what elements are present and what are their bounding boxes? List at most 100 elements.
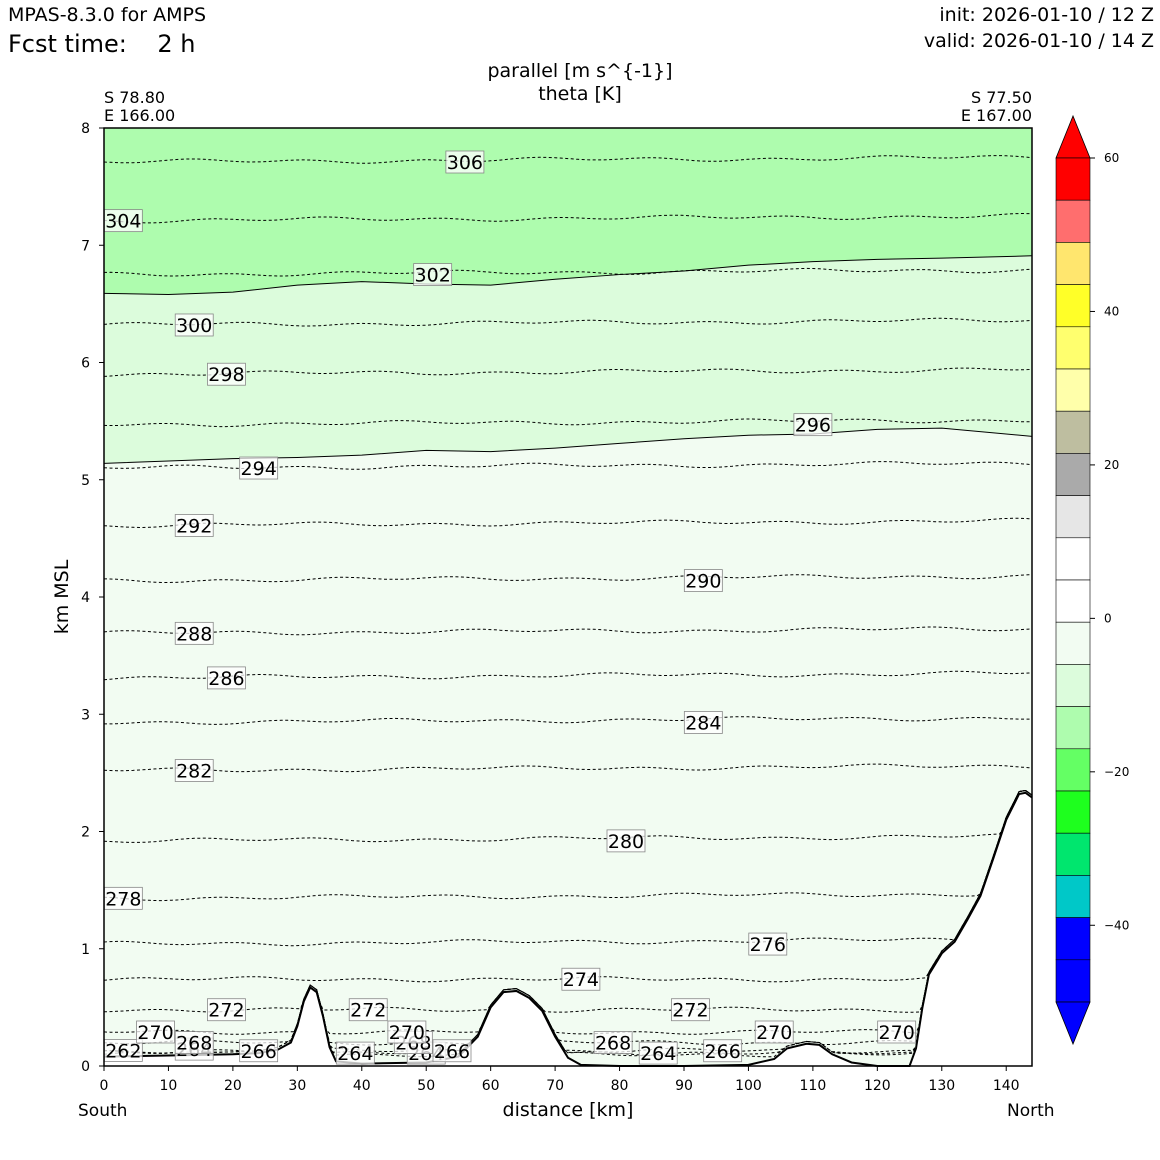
contour-label-box [174,621,214,645]
x-tick-label: 120 [864,1078,891,1094]
colorbar-cell [1055,157,1091,201]
x-tick-label: 140 [993,1078,1020,1094]
contour-label-box [638,1041,678,1065]
colorbar-tick-label: 40 [1104,304,1119,318]
colorbar-cell [1055,917,1091,961]
contour-label-box [683,711,723,734]
left-endpoint-coords: S 78.80 E 166.00 [104,89,175,125]
y-tick-label: 8 [81,121,90,137]
x-tick-label: 0 [100,1078,109,1094]
x-tick-label: 90 [675,1078,693,1094]
contour-label-box [207,362,246,386]
contour-label-box [174,514,214,537]
contour-label: 270 [137,1022,173,1044]
theta-contour-line [103,212,1033,224]
left-endpoint-lon: E 166.00 [104,106,176,125]
contour-label-box [174,313,214,337]
contour-label: 286 [208,668,244,690]
south-end-label: South [78,1101,128,1121]
contour-label: 270 [389,1022,425,1044]
contour-label: 266 [705,1041,741,1063]
contour-label-box [348,998,388,1022]
colorbar-tick-label: 0 [1104,611,1112,625]
contour-label: 266 [434,1041,470,1063]
colorbar-cell [1055,621,1091,665]
x-tick-label: 110 [800,1078,827,1094]
x-tick-label: 100 [735,1078,762,1094]
contour-label-box [174,1031,214,1054]
theta-contour-line [103,367,1033,377]
y-tick-label: 7 [81,238,90,254]
contour-label: 296 [795,415,831,437]
left-endpoint-lat: S 78.80 [104,88,166,107]
colorbar-cell [1055,284,1091,328]
contour-label: 302 [415,265,451,287]
valid-time: valid: 2026-01-10 / 14 Z [923,30,1154,52]
colorbar-cell [1055,959,1091,1003]
theta-contour-line [104,789,1033,1013]
contour-label-box [239,456,279,480]
theta-contour-line [103,789,1033,947]
init-time: init: 2026-01-10 / 12 Z [939,4,1154,26]
theta-contour-line [103,418,1032,428]
x-tick-label: 80 [611,1078,629,1094]
colorbar-cell [1055,790,1091,834]
contour-label-box [703,1039,743,1063]
y-tick-label: 2 [81,825,90,841]
right-endpoint-coords: S 77.50 E 167.00 [961,89,1032,125]
contour-label: 270 [756,1022,792,1044]
chart-title-theta: theta [K] [538,83,622,105]
contour-label-box [207,666,246,690]
contour-label-box [671,998,710,1022]
terrain-outline [103,791,1033,1067]
colorbar-cell [1055,832,1091,876]
y-axis-label: km MSL [51,559,73,635]
contour-label: 282 [176,761,212,783]
contour-label-box [335,1041,375,1065]
contour-label: 262 [105,1040,141,1062]
y-tick-label: 5 [81,473,90,489]
contour-label-box [683,569,723,592]
theta-contour-line [103,763,1033,773]
theta-contour-line [103,789,1033,902]
x-tick-label: 30 [288,1078,306,1094]
theta-contour-line [103,317,1033,327]
model-name: MPAS-8.3.0 for AMPS [8,4,207,26]
y-tick-label: 6 [81,356,90,372]
contour-label: 294 [241,458,277,480]
wind-fill-band-medium [104,128,1032,295]
contour-label-box [593,1031,633,1054]
x-tick-label: 50 [417,1078,435,1094]
theta-contour-line [103,517,1033,528]
colorbar-cell [1055,453,1091,496]
contour-label: 278 [105,888,141,910]
y-tick-label: 4 [81,590,90,606]
colorbar-cell [1055,664,1091,707]
contour-label: 274 [563,969,599,991]
x-tick-label: 60 [482,1078,500,1094]
contour-label-box [239,1039,279,1063]
x-axis-label: distance [km] [502,1099,634,1121]
contour-label: 276 [750,934,786,956]
colorbar-cell [1055,410,1091,454]
colorbar-tick-label: 20 [1104,458,1119,472]
colorbar-cell [1055,706,1091,750]
contour-label-box [432,1039,472,1063]
contour-label-box [413,263,453,286]
contour-label-box [174,759,214,782]
colorbar-tick-label: −20 [1104,765,1129,779]
north-end-label: North [1007,1101,1055,1121]
contour-label: 264 [337,1043,373,1065]
colorbar-cell [1055,579,1091,623]
contour-label-box [754,1020,794,1044]
contour-label: 268 [176,1033,212,1055]
colorbar-tick-label: 60 [1104,151,1119,165]
contour-label: 268 [595,1033,631,1055]
contour-label: 272 [672,1000,708,1022]
contour-label-box [561,967,601,991]
theta-contour-line [103,670,1033,681]
wind-contour-line [103,255,1033,295]
contour-label: 272 [208,1000,244,1022]
theta-contour-line [103,789,1033,843]
